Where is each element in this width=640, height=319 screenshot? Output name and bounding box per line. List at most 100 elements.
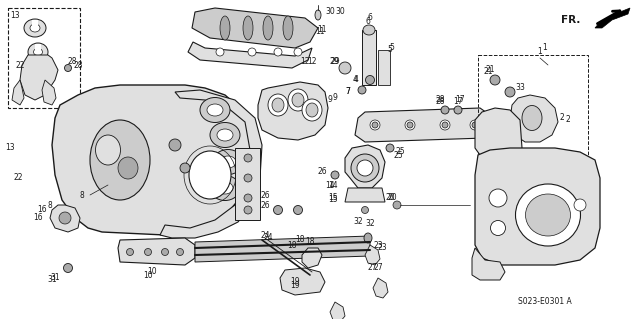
- Text: 24: 24: [260, 231, 270, 240]
- Ellipse shape: [273, 205, 282, 214]
- Ellipse shape: [33, 48, 42, 56]
- Text: 17: 17: [453, 98, 463, 107]
- Text: 26: 26: [260, 190, 270, 199]
- Polygon shape: [42, 80, 56, 105]
- Text: 25: 25: [395, 147, 405, 157]
- Ellipse shape: [302, 99, 322, 121]
- Ellipse shape: [220, 16, 230, 40]
- Text: 17: 17: [455, 95, 465, 105]
- Ellipse shape: [177, 249, 184, 256]
- Ellipse shape: [454, 106, 462, 114]
- Text: 16: 16: [37, 205, 47, 214]
- Ellipse shape: [490, 75, 500, 85]
- Polygon shape: [595, 8, 630, 28]
- Text: 26: 26: [260, 201, 270, 210]
- Ellipse shape: [442, 122, 448, 128]
- Polygon shape: [195, 236, 370, 262]
- Text: 15: 15: [328, 194, 338, 203]
- Text: 13: 13: [5, 144, 15, 152]
- Ellipse shape: [30, 24, 40, 32]
- Text: 9: 9: [333, 93, 337, 102]
- Text: 21: 21: [483, 68, 493, 77]
- Text: 12: 12: [300, 57, 310, 66]
- Polygon shape: [345, 188, 385, 202]
- Ellipse shape: [386, 144, 394, 152]
- Polygon shape: [280, 268, 325, 295]
- Ellipse shape: [207, 104, 223, 116]
- Ellipse shape: [220, 156, 236, 168]
- Ellipse shape: [244, 206, 252, 214]
- Text: 5: 5: [390, 43, 394, 53]
- Text: 28: 28: [68, 57, 77, 66]
- Polygon shape: [12, 80, 24, 105]
- Polygon shape: [355, 108, 492, 142]
- Ellipse shape: [441, 106, 449, 114]
- Ellipse shape: [294, 48, 302, 56]
- Ellipse shape: [210, 175, 240, 201]
- Ellipse shape: [268, 94, 288, 116]
- Ellipse shape: [63, 263, 72, 272]
- Ellipse shape: [365, 76, 374, 85]
- Text: 27: 27: [373, 263, 383, 272]
- Text: 10: 10: [143, 271, 153, 279]
- Text: 2: 2: [559, 114, 564, 122]
- Text: 22: 22: [15, 61, 24, 70]
- Ellipse shape: [363, 25, 375, 35]
- Text: 30: 30: [325, 8, 335, 17]
- Text: 20: 20: [387, 194, 397, 203]
- Ellipse shape: [24, 19, 46, 37]
- Polygon shape: [475, 108, 522, 170]
- Ellipse shape: [470, 120, 480, 130]
- Text: 25: 25: [393, 151, 403, 160]
- Polygon shape: [302, 248, 322, 268]
- Polygon shape: [118, 238, 195, 265]
- Ellipse shape: [490, 220, 506, 235]
- Text: 5: 5: [388, 46, 392, 55]
- Polygon shape: [365, 245, 380, 265]
- Text: 28: 28: [435, 98, 445, 107]
- Text: 32: 32: [353, 218, 363, 226]
- Bar: [362, 30, 376, 85]
- Ellipse shape: [216, 48, 224, 56]
- Text: 15: 15: [328, 196, 338, 204]
- Text: 29: 29: [329, 57, 339, 66]
- Text: 24: 24: [263, 234, 273, 242]
- Ellipse shape: [372, 122, 378, 128]
- Text: 31: 31: [47, 276, 57, 285]
- Polygon shape: [373, 278, 388, 298]
- Ellipse shape: [472, 122, 478, 128]
- Ellipse shape: [244, 154, 252, 162]
- Ellipse shape: [405, 120, 415, 130]
- Text: 18: 18: [305, 238, 315, 247]
- Polygon shape: [50, 205, 80, 232]
- Ellipse shape: [272, 98, 284, 112]
- Text: 20: 20: [385, 194, 395, 203]
- Text: 3: 3: [516, 84, 520, 93]
- Text: 3: 3: [520, 84, 524, 93]
- Ellipse shape: [180, 163, 190, 173]
- Ellipse shape: [243, 16, 253, 40]
- Ellipse shape: [489, 189, 507, 207]
- Text: S023-E0301 A: S023-E0301 A: [518, 298, 572, 307]
- Ellipse shape: [127, 249, 134, 256]
- Ellipse shape: [213, 150, 243, 174]
- Text: 26: 26: [317, 167, 327, 176]
- Text: 11: 11: [317, 26, 327, 34]
- Ellipse shape: [574, 199, 586, 211]
- Text: 4: 4: [353, 76, 357, 85]
- Ellipse shape: [315, 10, 321, 20]
- Ellipse shape: [28, 43, 48, 61]
- Text: 1: 1: [538, 48, 542, 56]
- Ellipse shape: [351, 154, 379, 182]
- Text: 10: 10: [147, 268, 157, 277]
- Text: 9: 9: [328, 95, 332, 105]
- Ellipse shape: [200, 98, 230, 122]
- Ellipse shape: [210, 122, 240, 147]
- Text: 13: 13: [10, 11, 20, 20]
- Bar: [478, 55, 588, 203]
- Text: 8: 8: [47, 201, 52, 210]
- Ellipse shape: [288, 89, 308, 111]
- Ellipse shape: [522, 106, 542, 130]
- Text: 32: 32: [365, 219, 375, 228]
- Ellipse shape: [339, 62, 351, 74]
